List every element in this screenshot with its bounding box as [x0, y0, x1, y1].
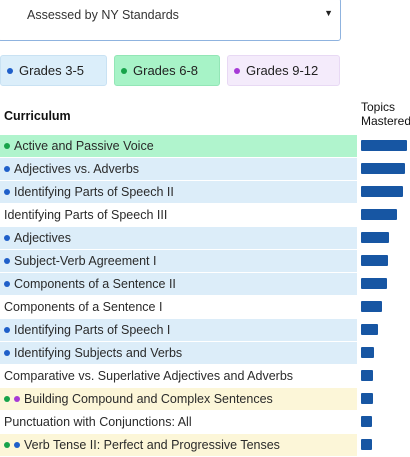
grade-dot-icon: [4, 166, 10, 172]
grade-dot-icon: [14, 396, 20, 402]
grade-dots: [0, 442, 24, 448]
table-row[interactable]: Adjectives: [0, 227, 410, 249]
curriculum-label: Identifying Parts of Speech III: [4, 208, 168, 222]
topics-mastered-bar: [361, 209, 397, 220]
curriculum-label: Components of a Sentence II: [14, 277, 176, 291]
grade-dot-icon: [4, 189, 10, 195]
topics-mastered-bar: [361, 439, 372, 450]
grade-dots: [0, 189, 14, 195]
table-row[interactable]: Subject-Verb Agreement I: [0, 250, 410, 272]
curriculum-label: Punctuation with Conjunctions: All: [4, 415, 192, 429]
topics-mastered-bar: [361, 232, 389, 243]
table-row[interactable]: Components of a Sentence I: [0, 296, 410, 318]
grade-filter-label: Grades 3-5: [19, 63, 85, 78]
topics-mastered-bar: [361, 370, 373, 381]
standards-select-value: Assessed by NY Standards: [27, 8, 179, 22]
topics-mastered-cell: [357, 296, 410, 318]
grade-dots: [0, 281, 14, 287]
grade-dots: [0, 235, 14, 241]
table-row[interactable]: Comparative vs. Superlative Adjectives a…: [0, 365, 410, 387]
topics-mastered-cell: [357, 273, 410, 295]
grade-filter-label: Grades 6-8: [133, 63, 199, 78]
table-row[interactable]: Verb Tense II: Perfect and Progressive T…: [0, 434, 410, 456]
topics-mastered-cell: [357, 434, 410, 456]
topics-mastered-bar: [361, 186, 403, 197]
standards-select[interactable]: Assessed by NY Standards ▼: [0, 0, 341, 41]
curriculum-label: Verb Tense II: Perfect and Progressive T…: [24, 438, 280, 452]
grade-dots: [0, 350, 14, 356]
curriculum-label: Identifying Parts of Speech II: [14, 185, 174, 199]
grade-dot-icon: [4, 235, 10, 241]
topics-mastered-cell: [357, 250, 410, 272]
curriculum-table: Active and Passive Voice Adjectives vs. A…: [0, 135, 410, 457]
topics-mastered-cell: [357, 204, 410, 226]
curriculum-label: Identifying Subjects and Verbs: [14, 346, 183, 360]
curriculum-label: Comparative vs. Superlative Adjectives a…: [4, 369, 294, 383]
table-row[interactable]: Adjectives vs. Adverbs: [0, 158, 410, 180]
curriculum-label: Adjectives vs. Adverbs: [14, 162, 140, 176]
curriculum-column-header[interactable]: Curriculum: [4, 109, 71, 123]
topics-mastered-cell: [357, 342, 410, 364]
green-dot-icon: [121, 67, 127, 74]
curriculum-label: Identifying Parts of Speech I: [14, 323, 171, 337]
grade-dots: [0, 258, 14, 264]
table-row[interactable]: Identifying Parts of Speech II: [0, 181, 410, 203]
topics-mastered-cell: [357, 388, 410, 410]
grade-dot-icon: [14, 442, 20, 448]
blue-dot-icon: [7, 67, 13, 74]
grade-dots: [0, 396, 24, 402]
topics-header-line1: Topics: [361, 100, 396, 114]
topics-mastered-cell: [357, 365, 410, 387]
grade-dot-icon: [4, 327, 10, 333]
grade-dot-icon: [4, 350, 10, 356]
grade-dot-icon: [4, 396, 10, 402]
table-row[interactable]: Active and Passive Voice: [0, 135, 410, 157]
grade-dots: [0, 327, 14, 333]
table-row[interactable]: Identifying Subjects and Verbs: [0, 342, 410, 364]
topics-mastered-cell: [357, 181, 410, 203]
topics-mastered-bar: [361, 416, 372, 427]
grade-dot-icon: [4, 442, 10, 448]
grade-dots: [0, 143, 14, 149]
curriculum-label: Subject-Verb Agreement I: [14, 254, 157, 268]
caret-down-icon: ▼: [324, 8, 333, 18]
table-row[interactable]: Building Compound and Complex Sentences: [0, 388, 410, 410]
curriculum-label: Active and Passive Voice: [14, 139, 154, 153]
table-row[interactable]: Punctuation with Conjunctions: All: [0, 411, 410, 433]
grade-dot-icon: [4, 281, 10, 287]
topics-mastered-bar: [361, 140, 407, 151]
grade-filter-3-5[interactable]: Grades 3-5: [0, 55, 107, 86]
topics-mastered-cell: [357, 227, 410, 249]
grade-filter-label: Grades 9-12: [246, 63, 319, 78]
topics-mastered-bar: [361, 393, 373, 404]
grade-filter-9-12[interactable]: Grades 9-12: [227, 55, 340, 86]
curriculum-label: Building Compound and Complex Sentences: [24, 392, 273, 406]
grade-filter-6-8[interactable]: Grades 6-8: [114, 55, 220, 86]
table-row[interactable]: Identifying Parts of Speech III: [0, 204, 410, 226]
topics-mastered-bar: [361, 324, 378, 335]
table-row[interactable]: Components of a Sentence II: [0, 273, 410, 295]
topics-mastered-bar: [361, 163, 405, 174]
curriculum-label: Adjectives: [14, 231, 71, 245]
topics-header-line2: Mastered: [361, 114, 410, 128]
topics-mastered-column-header[interactable]: Topics Mastered: [361, 100, 410, 128]
topics-mastered-bar: [361, 347, 374, 358]
topics-mastered-bar: [361, 278, 387, 289]
grade-dot-icon: [4, 258, 10, 264]
grade-dot-icon: [4, 143, 10, 149]
table-row[interactable]: Identifying Parts of Speech I: [0, 319, 410, 341]
topics-mastered-bar: [361, 301, 382, 312]
topics-mastered-cell: [357, 319, 410, 341]
topics-mastered-cell: [357, 411, 410, 433]
purple-dot-icon: [234, 67, 240, 74]
topics-mastered-cell: [357, 158, 410, 180]
grade-dots: [0, 166, 14, 172]
topics-mastered-cell: [357, 135, 410, 157]
curriculum-label: Components of a Sentence I: [4, 300, 163, 314]
topics-mastered-bar: [361, 255, 388, 266]
